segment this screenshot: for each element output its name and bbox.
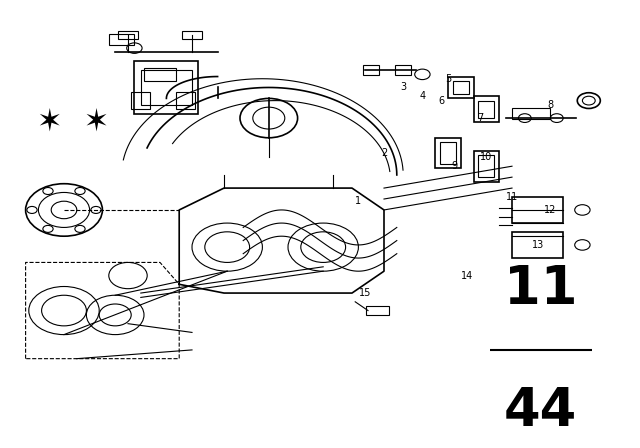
Text: 9: 9: [451, 161, 458, 171]
Bar: [512, 108, 550, 119]
Bar: [474, 151, 499, 181]
Bar: [144, 68, 176, 81]
Text: 4: 4: [419, 91, 426, 101]
Bar: [453, 81, 468, 94]
Text: 2: 2: [381, 148, 387, 158]
Bar: [131, 92, 150, 109]
Bar: [109, 34, 134, 45]
Text: 10: 10: [480, 152, 493, 163]
Text: 1: 1: [355, 196, 362, 206]
Bar: [396, 65, 412, 75]
Text: 44: 44: [504, 385, 577, 437]
Text: 12: 12: [544, 205, 557, 215]
Bar: [448, 77, 474, 99]
Text: 15: 15: [358, 288, 371, 298]
Text: 3: 3: [400, 82, 406, 92]
Bar: [512, 197, 563, 223]
Bar: [435, 138, 461, 168]
Bar: [479, 101, 495, 118]
Bar: [440, 142, 456, 164]
Bar: [134, 61, 198, 114]
Text: 11: 11: [506, 192, 518, 202]
Bar: [141, 70, 192, 105]
Bar: [474, 96, 499, 122]
Bar: [512, 232, 563, 258]
Bar: [118, 30, 138, 39]
Text: ✶  ✶: ✶ ✶: [38, 108, 109, 137]
Text: 8: 8: [547, 100, 554, 110]
Bar: [176, 92, 195, 109]
Text: 7: 7: [477, 113, 483, 123]
Text: 13: 13: [531, 240, 544, 250]
Text: 11: 11: [504, 263, 577, 315]
Bar: [364, 65, 379, 75]
Text: 6: 6: [438, 95, 445, 106]
Bar: [182, 30, 202, 39]
Bar: [366, 306, 389, 315]
Bar: [479, 155, 495, 177]
Text: 5: 5: [445, 74, 451, 84]
Text: 14: 14: [461, 271, 474, 280]
